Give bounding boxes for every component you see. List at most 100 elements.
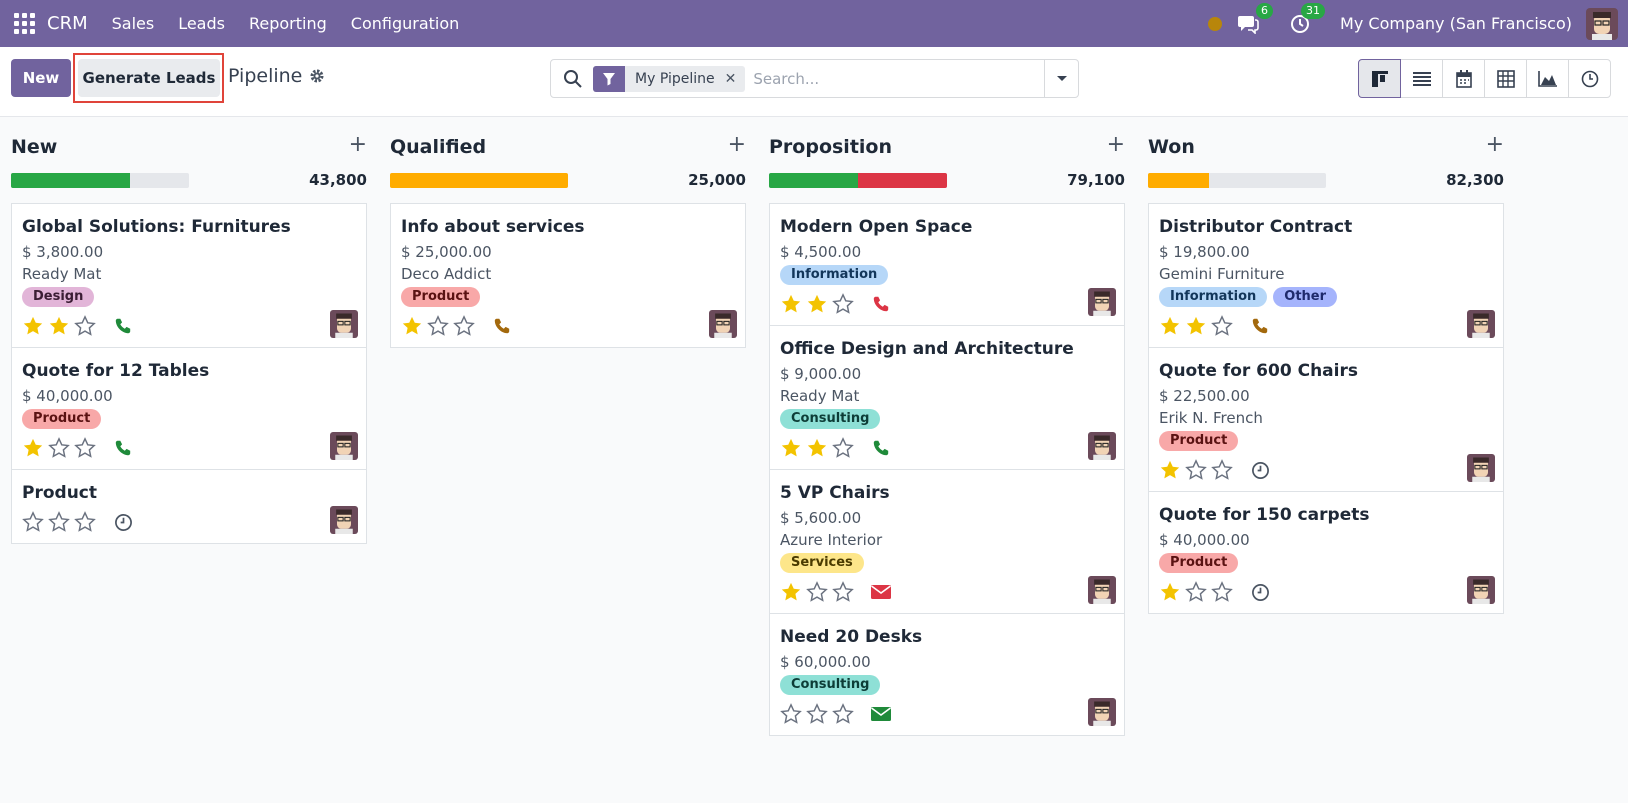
lead-card[interactable]: Global Solutions: Furnitures $ 3,800.00 Re… (12, 204, 366, 348)
salesperson-avatar[interactable] (330, 506, 358, 534)
activity-view-button[interactable] (1568, 59, 1611, 98)
column-progress-bar[interactable] (1148, 173, 1326, 188)
list-view-button[interactable] (1400, 59, 1443, 98)
kanban-view-button[interactable] (1358, 59, 1401, 98)
star-empty-icon[interactable] (74, 437, 96, 459)
star-empty-icon[interactable] (1185, 581, 1207, 603)
star-filled-icon[interactable] (1159, 459, 1181, 481)
menu-configuration[interactable]: Configuration (350, 14, 460, 33)
star-filled-icon[interactable] (780, 581, 802, 603)
star-empty-icon[interactable] (780, 703, 802, 725)
salesperson-avatar[interactable] (1088, 698, 1116, 726)
star-empty-icon[interactable] (48, 511, 70, 533)
apps-grid-icon[interactable] (12, 12, 36, 36)
lead-card[interactable]: Office Design and Architecture $ 9,000.00… (770, 326, 1124, 470)
lead-card[interactable]: Modern Open Space $ 4,500.00 Information (770, 204, 1124, 326)
star-empty-icon[interactable] (806, 703, 828, 725)
lead-card[interactable]: Quote for 12 Tables $ 40,000.00 Product (12, 348, 366, 470)
phone-green-icon[interactable] (112, 437, 134, 459)
column-progress-bar[interactable] (11, 173, 189, 188)
presence-status-icon[interactable] (1208, 16, 1223, 31)
progress-segment[interactable] (858, 173, 947, 188)
progress-segment[interactable] (1148, 173, 1209, 188)
column-progress-bar[interactable] (769, 173, 947, 188)
phone-orange-icon[interactable] (491, 315, 513, 337)
graph-view-button[interactable] (1526, 59, 1569, 98)
column-title[interactable]: Won (1148, 136, 1195, 158)
star-filled-icon[interactable] (1159, 581, 1181, 603)
menu-leads[interactable]: Leads (178, 14, 225, 33)
column-title[interactable]: Proposition (769, 136, 892, 158)
phone-red-icon[interactable] (870, 293, 892, 315)
envelope-red-icon[interactable] (870, 581, 892, 603)
menu-sales[interactable]: Sales (111, 14, 155, 33)
star-filled-icon[interactable] (22, 315, 44, 337)
star-filled-icon[interactable] (22, 437, 44, 459)
menu-reporting[interactable]: Reporting (248, 14, 327, 33)
salesperson-avatar[interactable] (1467, 576, 1495, 604)
facet-remove-icon[interactable]: ✕ (724, 70, 737, 87)
gear-icon[interactable] (309, 68, 325, 88)
new-button[interactable]: New (11, 59, 71, 97)
salesperson-avatar[interactable] (330, 310, 358, 338)
quick-create-plus-icon[interactable]: + (1106, 132, 1125, 157)
star-filled-icon[interactable] (806, 437, 828, 459)
search-icon[interactable] (563, 69, 583, 89)
salesperson-avatar[interactable] (1088, 288, 1116, 316)
progress-segment[interactable] (390, 173, 568, 188)
clock-icon[interactable] (1249, 581, 1271, 603)
star-empty-icon[interactable] (48, 437, 70, 459)
clock-icon[interactable] (112, 511, 134, 533)
star-filled-icon[interactable] (780, 437, 802, 459)
star-empty-icon[interactable] (806, 581, 828, 603)
lead-card[interactable]: Product (12, 470, 366, 543)
pivot-view-button[interactable] (1484, 59, 1527, 98)
star-empty-icon[interactable] (22, 511, 44, 533)
star-filled-icon[interactable] (48, 315, 70, 337)
progress-segment[interactable] (11, 173, 131, 188)
progress-segment[interactable] (769, 173, 858, 188)
star-filled-icon[interactable] (1185, 315, 1207, 337)
star-filled-icon[interactable] (1159, 315, 1181, 337)
column-progress-bar[interactable] (390, 173, 568, 188)
star-empty-icon[interactable] (74, 315, 96, 337)
quick-create-plus-icon[interactable]: + (1485, 132, 1504, 157)
salesperson-avatar[interactable] (1088, 432, 1116, 460)
phone-green-icon[interactable] (112, 315, 134, 337)
star-empty-icon[interactable] (832, 437, 854, 459)
lead-card[interactable]: Distributor Contract $ 19,800.00 Gemini Fu… (1149, 204, 1503, 348)
star-empty-icon[interactable] (1211, 459, 1233, 481)
star-filled-icon[interactable] (401, 315, 423, 337)
star-filled-icon[interactable] (780, 293, 802, 315)
lead-card[interactable]: Quote for 600 Chairs $ 22,500.00 Erik N. F… (1149, 348, 1503, 492)
star-empty-icon[interactable] (427, 315, 449, 337)
star-empty-icon[interactable] (832, 703, 854, 725)
search-options-toggle[interactable] (1044, 60, 1078, 97)
star-empty-icon[interactable] (1211, 315, 1233, 337)
star-empty-icon[interactable] (453, 315, 475, 337)
quick-create-plus-icon[interactable]: + (348, 132, 367, 157)
messages-button[interactable]: 6 (1236, 2, 1274, 36)
company-switcher[interactable]: My Company (San Francisco) (1340, 14, 1572, 33)
star-empty-icon[interactable] (1185, 459, 1207, 481)
lead-card[interactable]: Quote for 150 carpets $ 40,000.00 Product (1149, 492, 1503, 613)
salesperson-avatar[interactable] (330, 432, 358, 460)
search-input[interactable] (753, 69, 1044, 88)
clock-icon[interactable] (1249, 459, 1271, 481)
activities-button[interactable]: 31 (1288, 2, 1326, 36)
quick-create-plus-icon[interactable]: + (727, 132, 746, 157)
phone-orange-icon[interactable] (1249, 315, 1271, 337)
star-empty-icon[interactable] (1211, 581, 1233, 603)
generate-leads-button[interactable]: Generate Leads (78, 59, 220, 97)
app-brand[interactable]: CRM (47, 13, 88, 34)
salesperson-avatar[interactable] (1467, 310, 1495, 338)
salesperson-avatar[interactable] (709, 310, 737, 338)
salesperson-avatar[interactable] (1467, 454, 1495, 482)
calendar-view-button[interactable] (1442, 59, 1485, 98)
star-empty-icon[interactable] (832, 293, 854, 315)
lead-card[interactable]: Need 20 Desks $ 60,000.00 Consulting (770, 614, 1124, 735)
lead-card[interactable]: Info about services $ 25,000.00 Deco Addic… (391, 204, 745, 347)
star-empty-icon[interactable] (74, 511, 96, 533)
phone-green-icon[interactable] (870, 437, 892, 459)
column-title[interactable]: Qualified (390, 136, 487, 158)
